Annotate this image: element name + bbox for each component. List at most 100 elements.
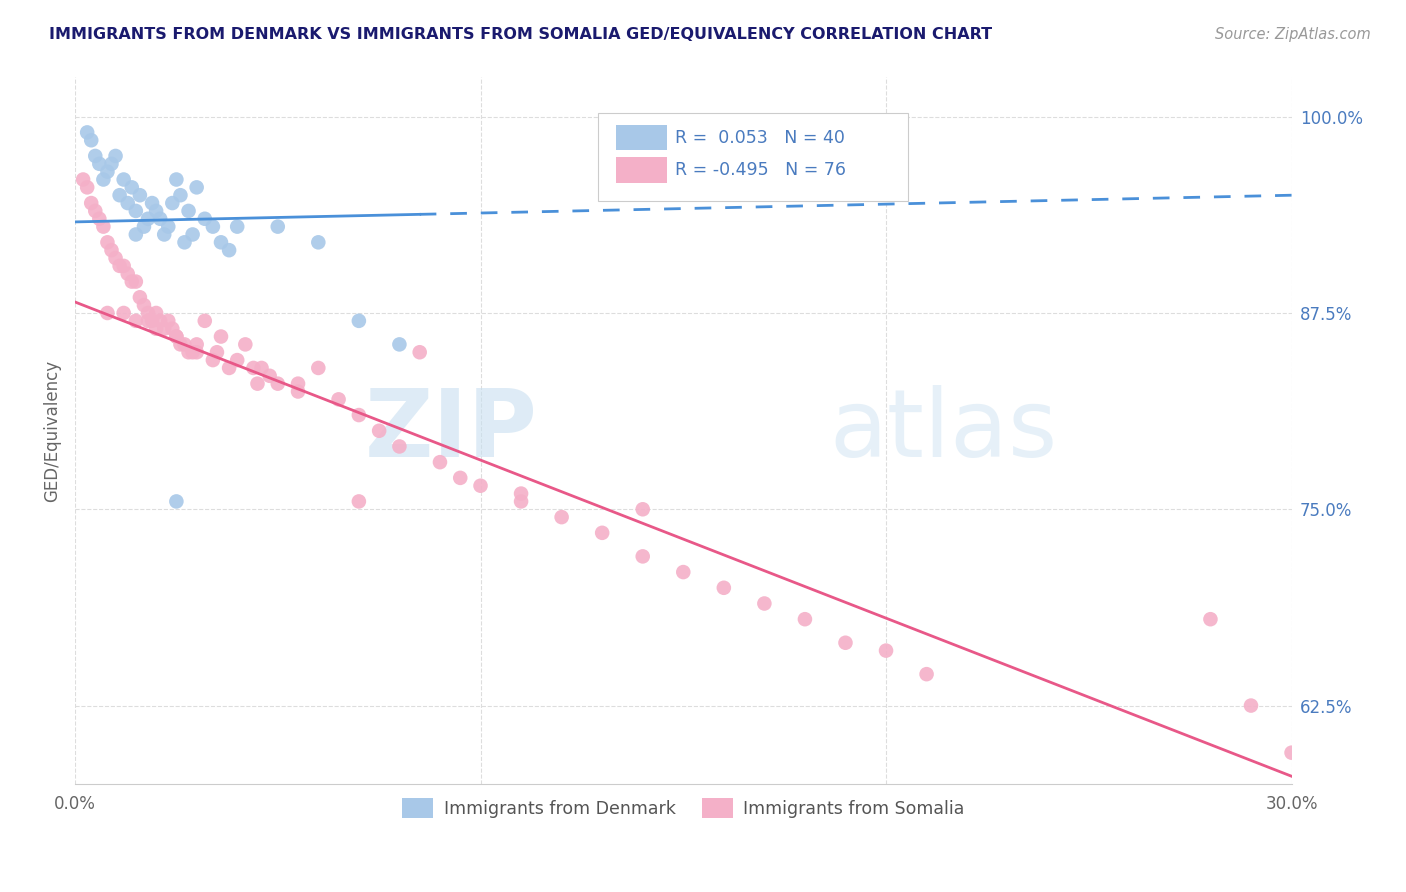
- Point: [84, 149, 107, 163]
- Point: [128, 188, 150, 202]
- Text: atlas: atlas: [830, 384, 1057, 476]
- Point: [132, 219, 155, 234]
- Point: [591, 525, 613, 540]
- Point: [104, 149, 127, 163]
- Point: [169, 188, 191, 202]
- Point: [631, 502, 654, 516]
- Point: [209, 235, 232, 250]
- Point: [388, 440, 411, 454]
- Point: [169, 337, 191, 351]
- Point: [470, 479, 492, 493]
- Point: [201, 219, 224, 234]
- Point: [136, 314, 159, 328]
- Point: [226, 353, 249, 368]
- Point: [388, 337, 411, 351]
- Point: [347, 314, 370, 328]
- Point: [80, 196, 103, 211]
- Point: [429, 455, 451, 469]
- Point: [242, 360, 264, 375]
- Point: [875, 643, 897, 657]
- Point: [128, 290, 150, 304]
- Point: [96, 235, 118, 250]
- Point: [165, 329, 187, 343]
- Point: [100, 157, 122, 171]
- Point: [112, 172, 135, 186]
- Point: [165, 494, 187, 508]
- Point: [793, 612, 815, 626]
- FancyBboxPatch shape: [598, 112, 908, 201]
- Point: [141, 196, 163, 211]
- Point: [96, 164, 118, 178]
- Point: [84, 203, 107, 218]
- Point: [100, 243, 122, 257]
- Point: [672, 565, 695, 579]
- Point: [449, 471, 471, 485]
- Point: [233, 337, 256, 351]
- Point: [104, 251, 127, 265]
- Point: [287, 376, 309, 391]
- Point: [218, 360, 240, 375]
- Point: [80, 133, 103, 147]
- Point: [205, 345, 228, 359]
- Point: [76, 180, 98, 194]
- Point: [149, 211, 172, 226]
- Point: [149, 314, 172, 328]
- FancyBboxPatch shape: [616, 157, 668, 183]
- Point: [194, 211, 217, 226]
- Point: [550, 510, 572, 524]
- Point: [112, 259, 135, 273]
- Point: [96, 306, 118, 320]
- Point: [153, 227, 176, 242]
- Point: [226, 219, 249, 234]
- Point: [194, 314, 217, 328]
- Point: [93, 219, 115, 234]
- Point: [307, 235, 329, 250]
- Point: [141, 314, 163, 328]
- Point: [165, 329, 187, 343]
- Legend: Immigrants from Denmark, Immigrants from Somalia: Immigrants from Denmark, Immigrants from…: [395, 791, 972, 825]
- Point: [165, 172, 187, 186]
- Point: [112, 306, 135, 320]
- Point: [136, 306, 159, 320]
- Point: [1199, 612, 1222, 626]
- Point: [834, 636, 856, 650]
- Text: IMMIGRANTS FROM DENMARK VS IMMIGRANTS FROM SOMALIA GED/EQUIVALENCY CORRELATION C: IMMIGRANTS FROM DENMARK VS IMMIGRANTS FR…: [49, 27, 993, 42]
- Point: [186, 180, 208, 194]
- Text: ZIP: ZIP: [364, 384, 537, 476]
- Point: [121, 180, 143, 194]
- Point: [125, 227, 148, 242]
- Text: R =  0.053   N = 40: R = 0.053 N = 40: [675, 128, 845, 146]
- Point: [713, 581, 735, 595]
- Point: [93, 172, 115, 186]
- Point: [1281, 746, 1303, 760]
- Point: [136, 211, 159, 226]
- Point: [754, 597, 776, 611]
- Point: [510, 486, 533, 500]
- Point: [125, 203, 148, 218]
- Point: [145, 306, 167, 320]
- Point: [162, 196, 184, 211]
- Y-axis label: GED/Equivalency: GED/Equivalency: [44, 359, 60, 502]
- Point: [89, 157, 111, 171]
- Point: [915, 667, 938, 681]
- Point: [117, 267, 139, 281]
- Point: [287, 384, 309, 399]
- Point: [181, 345, 204, 359]
- Point: [347, 494, 370, 508]
- Point: [267, 376, 290, 391]
- Point: [121, 275, 143, 289]
- Point: [157, 314, 180, 328]
- Point: [173, 337, 195, 351]
- Point: [145, 203, 167, 218]
- Text: Source: ZipAtlas.com: Source: ZipAtlas.com: [1215, 27, 1371, 42]
- Point: [125, 314, 148, 328]
- Point: [246, 376, 269, 391]
- Point: [186, 345, 208, 359]
- Point: [173, 235, 195, 250]
- Point: [177, 345, 200, 359]
- Point: [145, 321, 167, 335]
- Point: [108, 259, 131, 273]
- Point: [307, 360, 329, 375]
- Point: [328, 392, 350, 407]
- Point: [153, 321, 176, 335]
